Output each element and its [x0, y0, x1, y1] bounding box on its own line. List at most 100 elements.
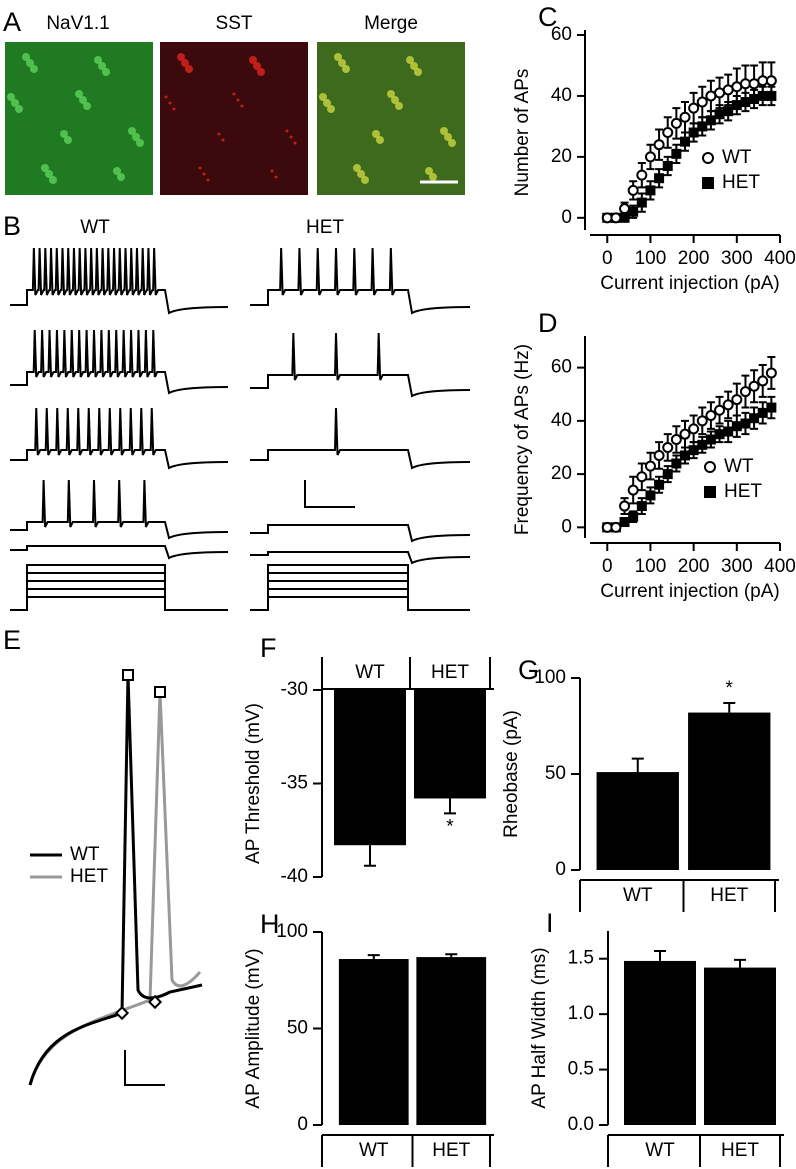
marker	[723, 106, 734, 117]
trace	[10, 479, 229, 540]
cell	[117, 173, 125, 181]
scale-bar	[304, 480, 355, 508]
panel-letter: D	[538, 308, 558, 338]
y-axis-label: Frequency of APs (Hz)	[512, 344, 533, 535]
trace	[250, 551, 471, 565]
cell	[270, 169, 274, 173]
cell	[64, 136, 72, 144]
marker	[628, 511, 639, 522]
marker	[662, 441, 674, 453]
x-tick-label: 0	[602, 556, 613, 577]
marker	[749, 413, 760, 424]
marker	[619, 203, 631, 215]
cell	[83, 102, 91, 110]
marker	[645, 185, 656, 196]
y-tick-label: 1.0	[568, 1003, 594, 1024]
x-tick-label: 300	[721, 248, 753, 269]
marker	[610, 521, 622, 533]
error-bar	[723, 701, 736, 713]
error-bar	[734, 958, 746, 968]
cell	[128, 127, 136, 135]
marker	[644, 151, 656, 163]
marker	[739, 386, 751, 398]
panel-letter: G	[518, 655, 539, 685]
marker	[680, 450, 690, 461]
marker	[714, 109, 725, 120]
cell	[327, 105, 335, 113]
cell	[232, 92, 236, 96]
y-tick-label: 0	[297, 1114, 308, 1135]
marker	[696, 96, 708, 108]
cell	[253, 62, 261, 70]
y-tick-label: 20	[551, 463, 572, 484]
peak-marker	[122, 669, 134, 681]
command-step	[10, 564, 228, 611]
marker	[688, 127, 699, 138]
panel-letter: B	[3, 211, 21, 241]
cell	[94, 56, 102, 64]
bar	[688, 712, 771, 870]
cell	[30, 65, 38, 73]
legend-marker	[702, 177, 714, 189]
cell	[406, 56, 414, 64]
image-title: NaV1.1	[46, 13, 109, 34]
y-tick-label: 0	[555, 859, 566, 880]
cell	[221, 138, 225, 142]
cell	[387, 90, 395, 98]
panel-letter: A	[3, 7, 21, 37]
cell	[172, 107, 176, 111]
x-tick-label: 100	[635, 556, 667, 577]
marker	[680, 136, 690, 147]
y-tick-label: 50	[287, 1018, 308, 1039]
category-label: HET	[431, 662, 469, 683]
marker	[705, 115, 716, 126]
legend-label: HET	[722, 172, 760, 193]
trace	[10, 545, 229, 560]
significance: *	[726, 678, 734, 699]
error-bar	[631, 757, 644, 773]
marker	[740, 418, 751, 429]
x-tick-label: 200	[678, 556, 710, 577]
marker	[714, 404, 726, 416]
cell	[257, 68, 265, 76]
cell	[49, 176, 57, 184]
cell	[293, 141, 297, 145]
error-bar	[444, 798, 456, 815]
y-tick-label: -30	[281, 679, 308, 700]
category-label: WT	[645, 1140, 675, 1161]
image-title: SST	[216, 13, 253, 34]
cell	[22, 53, 30, 61]
y-tick-label: -35	[281, 773, 308, 794]
x-axis-label: Current injection (pA)	[600, 273, 780, 294]
y-tick-label: 40	[551, 85, 572, 106]
y-axis-label: Rheobase (pA)	[501, 710, 522, 838]
y-tick-label: 50	[545, 763, 566, 784]
y-tick-label: 100	[534, 667, 566, 688]
x-tick-label: 400	[764, 248, 796, 269]
y-tick-label: 0	[561, 207, 572, 228]
category-label: HET	[710, 885, 748, 906]
significance: *	[446, 816, 454, 837]
y-tick-label: 20	[551, 146, 572, 167]
marker	[697, 121, 708, 132]
x-tick-label: 400	[764, 556, 796, 577]
marker	[610, 212, 622, 224]
error-bar	[445, 953, 458, 958]
marker	[653, 139, 665, 151]
marker	[627, 184, 639, 196]
cell	[334, 53, 342, 61]
marker	[723, 426, 734, 437]
marker	[645, 490, 656, 501]
marker	[636, 501, 647, 512]
panel-letter: H	[260, 909, 280, 939]
error-bar	[654, 949, 666, 961]
cell	[198, 166, 202, 170]
cell	[240, 104, 244, 108]
marker	[636, 197, 647, 208]
marker	[670, 117, 682, 129]
cell	[79, 96, 87, 104]
cell	[429, 173, 437, 181]
cell	[448, 139, 456, 147]
